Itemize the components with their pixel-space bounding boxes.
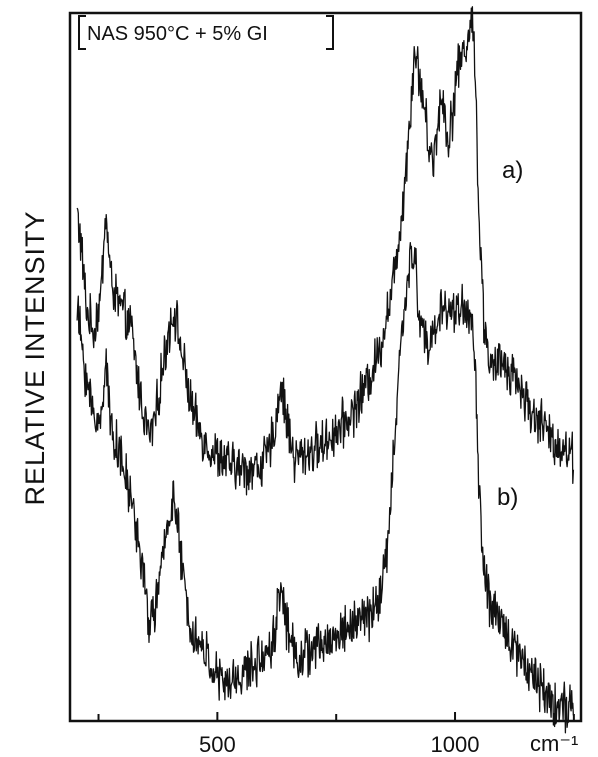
series-line-b [76, 242, 575, 734]
legend-bracket-left [78, 15, 86, 50]
series-layer: a) b) [76, 6, 575, 734]
x-tick-label-500: 500 [199, 732, 236, 757]
x-axis-ticks [97, 712, 575, 721]
series-label-b: b) [497, 484, 518, 511]
y-axis-label: RELATIVE INTENSITY [20, 210, 50, 505]
legend-box: NAS 950°C + 5% GI [78, 15, 334, 50]
legend-bracket-right [326, 15, 334, 50]
series-b: b) [76, 242, 575, 734]
plot-frame [68, 11, 583, 723]
legend-text: NAS 950°C + 5% GI [87, 23, 268, 45]
x-axis-tick-labels: 500 1000 [199, 732, 480, 757]
series-label-a: a) [502, 157, 523, 184]
series-a: a) [76, 6, 575, 496]
x-tick-label-1000: 1000 [431, 732, 480, 757]
series-line-a [76, 6, 575, 496]
x-axis-unit: cm⁻¹ [530, 731, 578, 756]
